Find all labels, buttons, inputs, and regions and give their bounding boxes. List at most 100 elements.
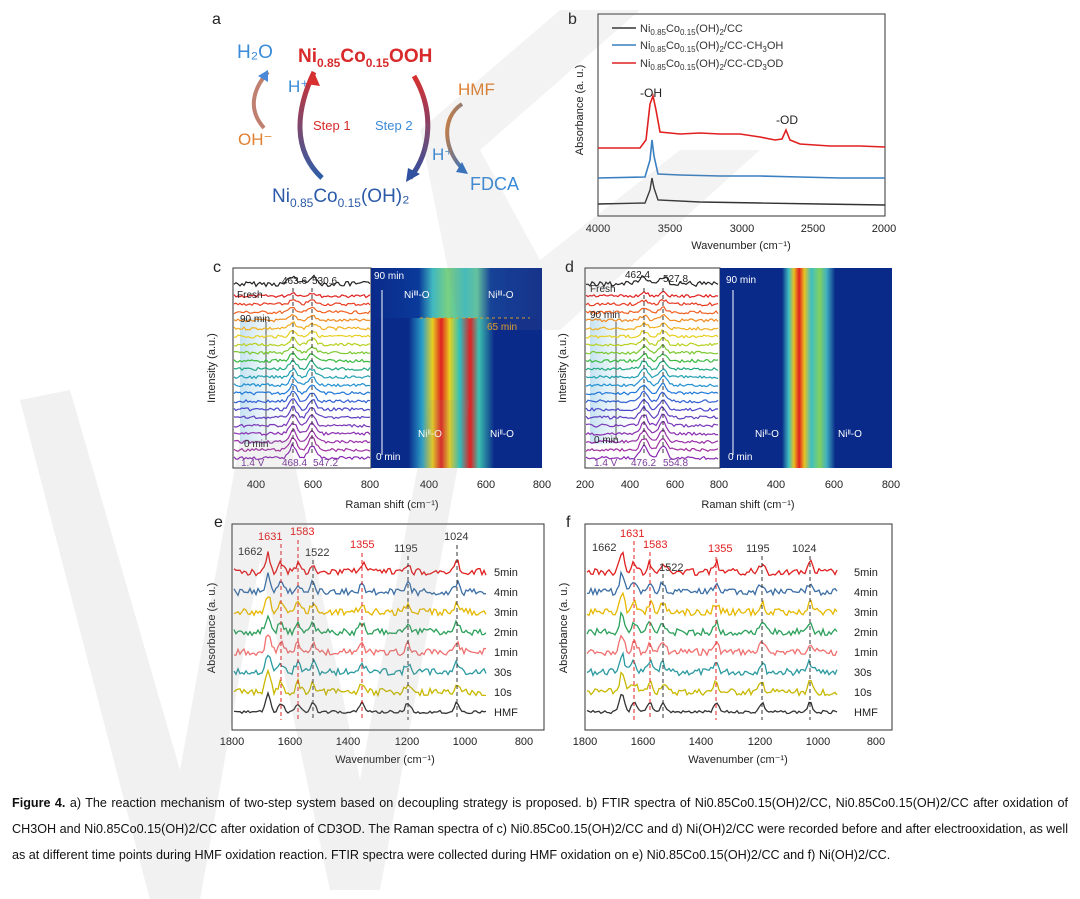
raman-trace	[586, 321, 719, 331]
step2-arrowhead	[406, 168, 420, 182]
raman-trace	[585, 390, 719, 404]
ni2-right-c: Niᴵᴵ-O	[490, 429, 514, 440]
raman-trace	[585, 344, 719, 355]
panel-label-e: e	[214, 514, 223, 531]
potential-label-d: 1.4 V	[594, 458, 618, 469]
heat-t0-c: 0 min	[376, 452, 400, 463]
raman-trace	[233, 336, 371, 347]
ylabel-e: Absorbance (a. u.)	[206, 583, 218, 674]
spectrum-pristine	[597, 177, 886, 206]
peak-f-1355: 1355	[708, 543, 732, 555]
heat-t90-c: 90 min	[374, 271, 404, 282]
raman-trace	[233, 443, 371, 461]
ftir-trace	[233, 690, 487, 715]
time-gradient-d	[590, 318, 646, 444]
raman-trace	[585, 398, 719, 412]
xtick-f-1000: 1000	[806, 736, 830, 748]
raman-trace	[585, 360, 719, 371]
raman-trace	[585, 382, 719, 396]
peak-top2-c: 530.6	[312, 276, 337, 287]
ftir-trace	[233, 668, 486, 698]
spectra-d	[585, 275, 719, 461]
fresh-label-c: Fresh	[237, 290, 263, 301]
raman-trace	[585, 420, 719, 437]
panel-a: a H₂O Ni0.85Co0.15OOH H⁺ OH⁻ Step 1 Step…	[212, 11, 519, 210]
raman-trace	[233, 413, 371, 428]
series-labels-f: 5min 4min 3min 2min 1min 30s 10s HMF	[854, 567, 878, 719]
xlabel-b: Wavenumber (cm⁻¹)	[691, 240, 791, 252]
figure-caption: Figure 4. a) The reaction mechanism of t…	[12, 790, 1068, 868]
peak-f-1024: 1024	[792, 543, 816, 555]
xtick-f-800: 800	[867, 736, 885, 748]
raman-trace	[234, 345, 371, 356]
xtick-d-600: 600	[666, 479, 684, 491]
ni2-right-d: Niᴵᴵ-O	[838, 429, 862, 440]
xtick-e-1200: 1200	[395, 736, 419, 748]
ftir-trace	[586, 651, 838, 677]
ftir-trace	[586, 693, 838, 715]
raman-trace	[233, 292, 371, 299]
heat-65-c: 65 min	[487, 322, 517, 333]
xtick-b-2500: 2500	[801, 223, 825, 235]
xtick-d2-800: 800	[882, 479, 900, 491]
raman-trace	[585, 428, 719, 445]
raman-trace	[585, 275, 719, 288]
xtick-b-4000: 4000	[586, 223, 610, 235]
panel-c: c Fresh 90 min 0 min 1.4 V 463.6 530.6 4…	[206, 259, 551, 511]
xtick-b-2000: 2000	[872, 223, 896, 235]
peak-e-1024: 1024	[444, 531, 468, 543]
raman-trace	[233, 421, 371, 437]
hmf-fdca-arrowhead	[456, 162, 468, 174]
raman-trace	[585, 443, 719, 461]
panel-label-a: a	[212, 11, 221, 28]
raman-trace	[233, 428, 371, 445]
xticks-c-right: 400 600 800	[420, 479, 551, 491]
hmf-label: HMF	[458, 80, 495, 99]
step1-arrowhead	[306, 72, 320, 86]
plot-frame-f	[584, 523, 893, 731]
heat-t0-d: 0 min	[728, 452, 752, 463]
xlabel-e: Wavenumber (cm⁻¹)	[335, 754, 435, 766]
potential-label-c: 1.4 V	[241, 458, 265, 469]
series-label: 3min	[494, 607, 518, 619]
ni3-right-c: Niᴵᴵᴵ-O	[488, 290, 514, 301]
ftir-trace	[233, 654, 487, 677]
t0-label-c: 0 min	[244, 439, 268, 450]
xtick-d2-600: 600	[825, 479, 843, 491]
raman-trace	[585, 438, 719, 453]
legend-text-1: Ni0.85Co0.15(OH)2/CC	[640, 23, 743, 37]
t90-label-d: 90 min	[590, 310, 620, 321]
series-label: 1min	[494, 647, 518, 659]
peak-e-1583: 1583	[290, 526, 314, 538]
peak-top1-d: 462.4	[625, 270, 650, 281]
peak-bot2-c: 547.2	[313, 458, 338, 469]
xlabel-f: Wavenumber (cm⁻¹)	[688, 754, 788, 766]
nicooh-formula: Ni0.85Co0.15OOH	[298, 46, 432, 70]
oh-minus-label: OH⁻	[238, 130, 272, 149]
panel-label-b: b	[568, 11, 577, 28]
xtick-e-800: 800	[515, 736, 533, 748]
oh-h2o-arrowhead	[258, 70, 268, 82]
xtick-d2-400: 400	[767, 479, 785, 491]
fdca-label: FDCA	[470, 174, 519, 194]
raman-trace	[233, 374, 371, 388]
xlabel-c: Raman shift (cm⁻¹)	[345, 499, 438, 511]
t90-label-c: 90 min	[240, 314, 270, 325]
time-gradient-c	[240, 318, 298, 444]
ftir-trace	[586, 570, 838, 597]
legend-text-3: Ni0.85Co0.15(OH)2/CC-CD3OD	[640, 58, 783, 72]
xlabel-d: Raman shift (cm⁻¹)	[701, 499, 794, 511]
series-label: 5min	[494, 567, 518, 579]
xtick-d-200: 200	[576, 479, 594, 491]
xticks-f: 1800 1600 1400 1200 1000 800	[573, 736, 885, 748]
peak-top2-d: 527.8	[663, 274, 688, 285]
raman-trace	[585, 352, 719, 364]
peak-f-1522: 1522	[659, 562, 683, 574]
peak-od-label: -OD	[776, 113, 798, 127]
raman-trace	[585, 290, 719, 299]
ftir-trace	[233, 572, 487, 597]
raman-trace	[585, 367, 719, 380]
xtick-d-800: 800	[710, 479, 728, 491]
raman-trace	[233, 367, 371, 380]
step1-arrow	[297, 70, 324, 180]
